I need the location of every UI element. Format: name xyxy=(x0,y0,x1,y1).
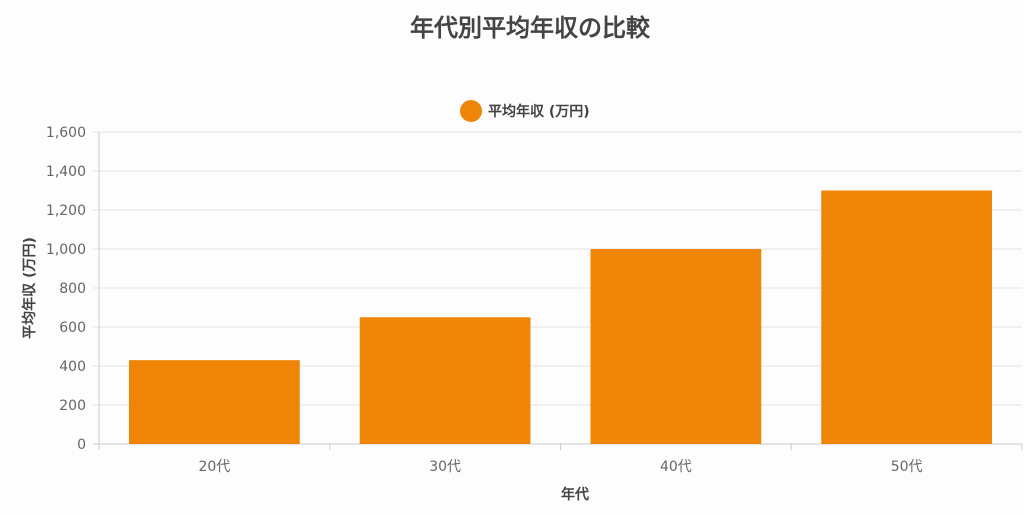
y-tick-label: 200 xyxy=(59,398,86,414)
bar-30代 xyxy=(359,317,531,444)
y-tick-label: 1,000 xyxy=(46,242,86,258)
x-axis-label: 年代 xyxy=(561,486,589,503)
x-tick-label: 30代 xyxy=(429,459,461,475)
y-tick-label: 0 xyxy=(77,437,86,453)
y-axis-label: 平均年収 (万円) xyxy=(21,237,38,339)
chart-title: 年代別平均年収の比較 xyxy=(410,14,651,42)
y-tick-label: 800 xyxy=(59,281,86,297)
x-tick-label: 40代 xyxy=(660,459,692,475)
legend-label: 平均年収 (万円) xyxy=(488,103,590,120)
y-tick-label: 1,200 xyxy=(46,203,86,219)
y-tick-label: 600 xyxy=(59,320,86,336)
bar-50代 xyxy=(821,190,993,444)
legend: 平均年収 (万円) xyxy=(460,100,590,122)
y-tick-label: 400 xyxy=(59,359,86,375)
x-tick-label: 20代 xyxy=(198,459,230,475)
y-tick-label: 1,600 xyxy=(46,125,86,141)
y-tick-label: 1,400 xyxy=(46,164,86,180)
x-tick-label: 50代 xyxy=(891,459,923,475)
bar-20代 xyxy=(128,360,300,444)
legend-swatch xyxy=(460,100,482,122)
bar-40代 xyxy=(590,249,762,444)
